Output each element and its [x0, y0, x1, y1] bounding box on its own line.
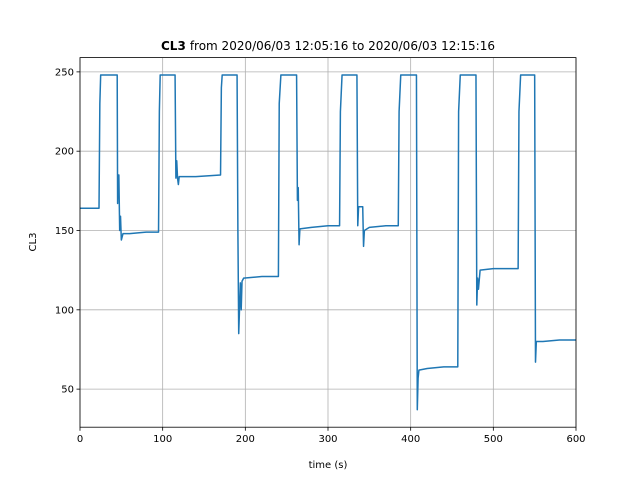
x-tick-label: 300	[318, 434, 337, 445]
x-tick-label: 500	[484, 434, 503, 445]
x-tick-label: 600	[566, 434, 585, 445]
x-axis-label: time (s)	[309, 460, 348, 471]
title-name: CL3	[161, 39, 186, 53]
x-tick-label: 200	[236, 434, 255, 445]
y-tick-label: 250	[55, 67, 74, 78]
y-axis-label: CL3	[28, 233, 39, 252]
x-tick-label: 100	[153, 434, 172, 445]
x-tick-label: 400	[401, 434, 420, 445]
plot-frame	[79, 57, 577, 428]
y-tick-label: 200	[55, 147, 74, 158]
data-line	[80, 74, 576, 411]
y-tick-label: 50	[61, 385, 74, 396]
y-tick-label: 150	[55, 226, 74, 237]
chart-title: CL3 from 2020/06/03 12:05:16 to 2020/06/0…	[161, 39, 495, 53]
title-text: from 2020/06/03 12:05:16 to 2020/06/03 1…	[190, 39, 495, 53]
x-tick-label: 0	[77, 434, 83, 445]
y-tick-label: 100	[55, 305, 74, 316]
